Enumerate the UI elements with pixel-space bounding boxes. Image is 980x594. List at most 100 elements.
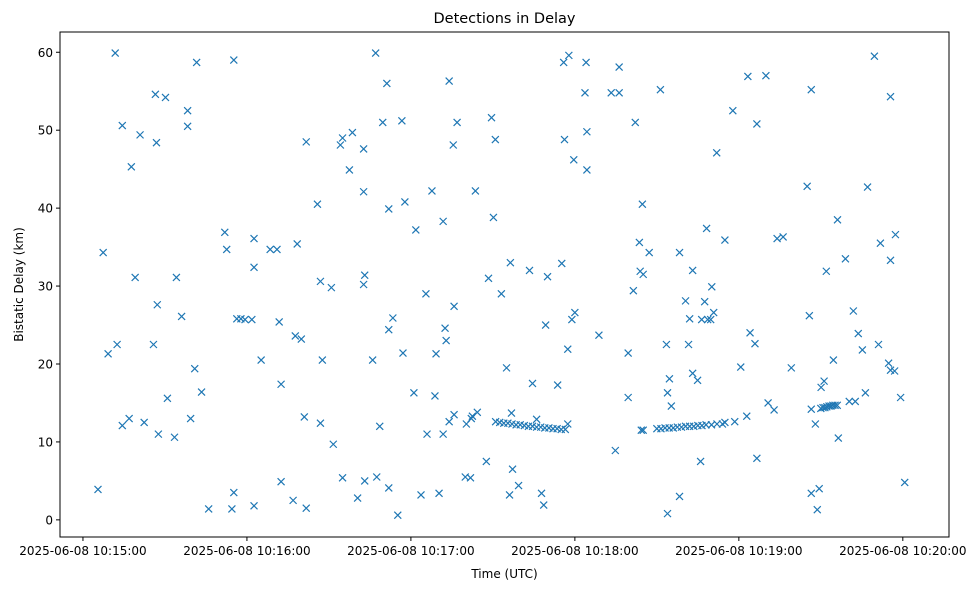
data-point (712, 148, 721, 157)
data-point (186, 414, 195, 423)
data-point (675, 248, 684, 257)
data-point (368, 356, 377, 365)
data-point (432, 349, 440, 358)
data-point (560, 135, 569, 144)
data-point (118, 121, 127, 130)
data-point (773, 234, 782, 243)
data-point (779, 233, 788, 241)
data-point (854, 329, 863, 338)
data-point (359, 187, 368, 196)
x-tick-label: 2025-06-08 10:18:00 (511, 544, 638, 558)
data-point (663, 509, 672, 518)
data-point (491, 135, 500, 144)
data-point (685, 314, 694, 323)
data-point (507, 409, 516, 418)
data-point (302, 504, 311, 513)
data-point (706, 315, 715, 324)
data-point (570, 308, 579, 317)
data-point (502, 363, 511, 372)
data-point (375, 422, 384, 431)
data-point (693, 376, 702, 385)
data-point (471, 187, 480, 195)
data-point (752, 454, 761, 463)
data-point (891, 230, 900, 239)
data-point (423, 430, 431, 439)
data-point (611, 446, 620, 455)
data-point (482, 457, 491, 466)
data-point (318, 356, 327, 365)
x-tick-label: 2025-06-08 10:20:00 (839, 544, 966, 558)
data-point (567, 315, 576, 324)
y-tick-label: 60 (38, 46, 53, 60)
data-points (94, 49, 909, 520)
data-point (688, 266, 697, 275)
data-point (615, 88, 624, 97)
data-point (466, 473, 475, 482)
data-point (94, 485, 102, 494)
data-point (316, 277, 325, 286)
data-point (360, 476, 369, 485)
data-point (890, 367, 899, 375)
data-point (220, 228, 229, 237)
data-point (99, 248, 108, 257)
data-point (336, 141, 345, 149)
data-point (833, 401, 842, 410)
data-point (514, 481, 523, 490)
data-point (473, 408, 482, 417)
x-tick-label: 2025-06-08 10:19:00 (675, 544, 802, 558)
data-point (163, 394, 172, 403)
data-point (831, 401, 839, 410)
x-tick-label: 2025-06-08 10:15:00 (19, 544, 146, 558)
y-axis-label: Bistatic Delay (km) (12, 227, 26, 342)
data-point (563, 420, 572, 428)
data-point (770, 406, 779, 414)
data-point (359, 280, 368, 289)
data-point (441, 324, 449, 333)
data-point (564, 51, 573, 60)
data-point (746, 328, 754, 337)
data-point (858, 346, 867, 354)
data-point (817, 383, 826, 392)
data-point (807, 85, 816, 94)
data-point (845, 397, 854, 406)
data-point (553, 381, 562, 389)
data-point (702, 224, 711, 233)
data-point (409, 388, 418, 397)
data-point (204, 505, 213, 513)
data-point (696, 457, 705, 466)
data-point (811, 420, 820, 428)
data-point (338, 473, 347, 482)
data-point (372, 473, 381, 481)
data-point (561, 425, 570, 434)
data-point (161, 93, 170, 102)
data-point (841, 254, 850, 263)
data-point (896, 393, 905, 402)
data-point (149, 340, 158, 349)
data-point (384, 325, 393, 334)
data-point (450, 410, 459, 419)
data-point (382, 79, 391, 88)
data-point (400, 197, 409, 206)
data-point (371, 49, 380, 57)
data-point (329, 440, 338, 449)
data-point (645, 248, 654, 257)
data-point (557, 259, 566, 268)
data-point (439, 430, 448, 439)
data-point (539, 501, 548, 509)
data-point (250, 501, 258, 510)
data-point (582, 58, 591, 67)
data-point (439, 217, 448, 226)
data-point (453, 118, 462, 127)
data-point (884, 359, 893, 368)
data-point (563, 345, 572, 354)
data-point (417, 490, 425, 499)
data-point (113, 340, 122, 349)
data-point (807, 489, 816, 498)
data-point (752, 120, 761, 128)
data-point (870, 52, 879, 61)
data-point (140, 418, 149, 427)
data-point (541, 321, 550, 329)
data-point (484, 274, 493, 283)
data-point (399, 349, 407, 358)
